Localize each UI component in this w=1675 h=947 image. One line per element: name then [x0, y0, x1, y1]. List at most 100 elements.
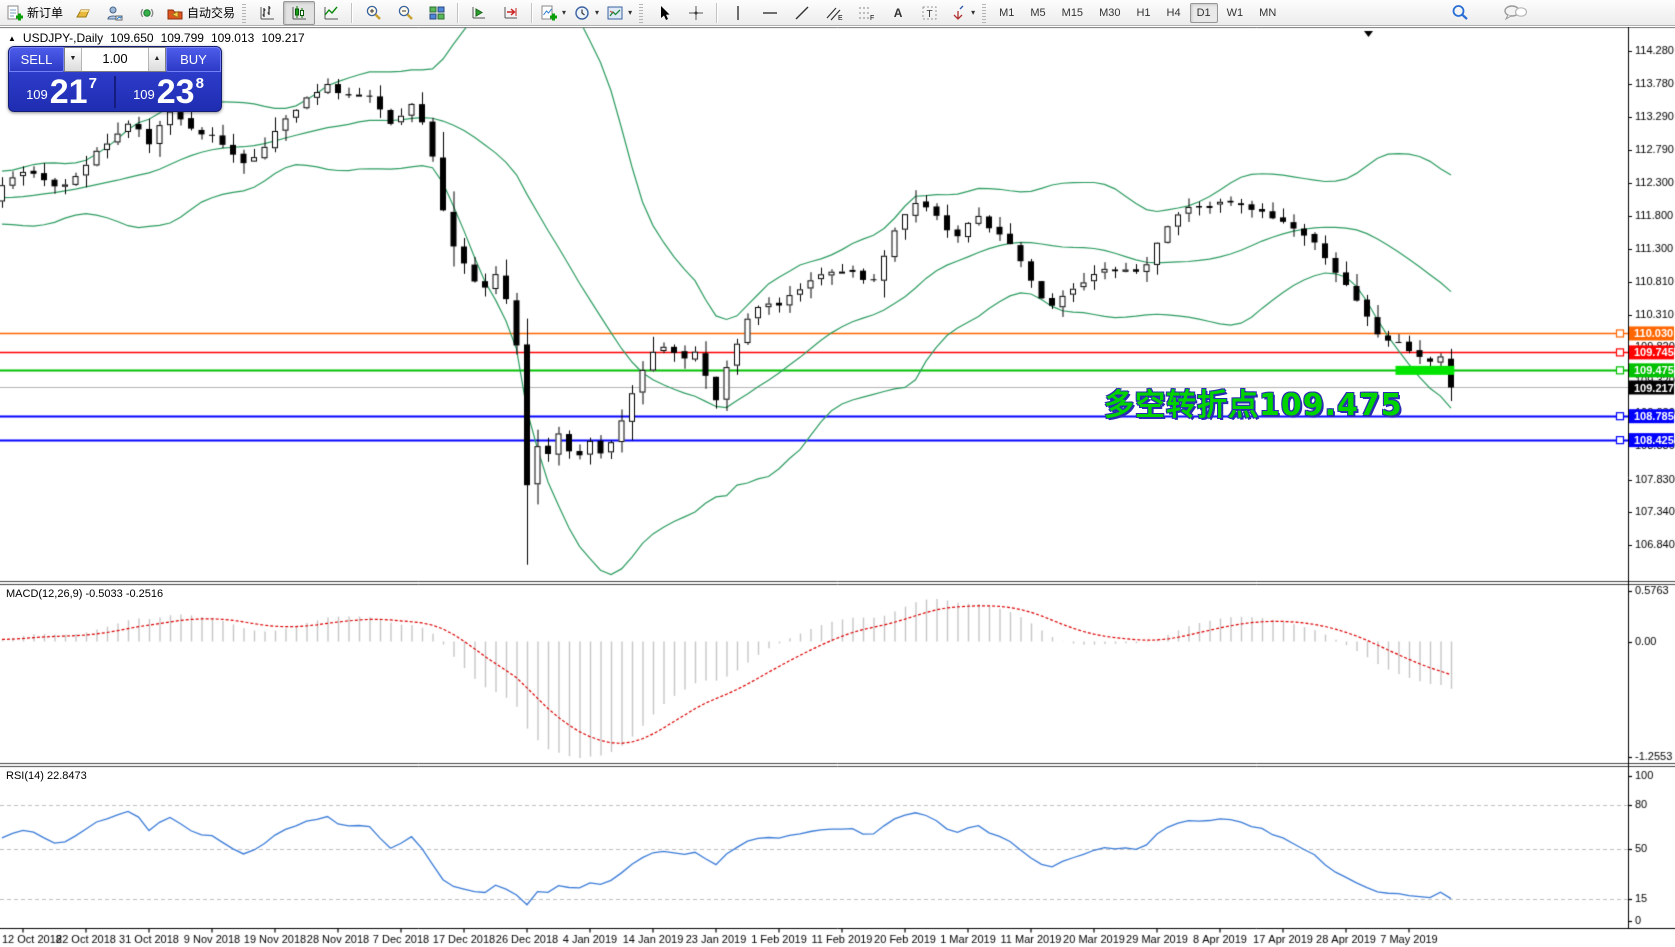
horizontal-line-tool-button[interactable] [754, 1, 786, 25]
sell-price-pip: 7 [88, 75, 97, 92]
text-tool-button[interactable]: A [882, 1, 914, 25]
toolbar-separator [457, 2, 460, 23]
timeframe-button-H4[interactable]: H4 [1166, 6, 1181, 19]
chat-button[interactable] [1502, 2, 1528, 24]
auto-scroll-icon [472, 7, 485, 19]
price-divider [114, 76, 116, 108]
new-order-label: 新订单 [27, 6, 64, 20]
toolbar-separator [716, 2, 719, 23]
line-chart-button[interactable] [315, 1, 347, 25]
chart-text-annotation[interactable]: 多空转折点109.475 [1104, 388, 1403, 423]
tile-windows-button[interactable] [421, 1, 453, 25]
svg-text:F: F [870, 15, 874, 21]
sound-alert-button[interactable] [131, 1, 163, 25]
timeframe-button-M1[interactable]: M1 [999, 6, 1015, 19]
auto-trading-label: 自动交易 [187, 6, 236, 20]
timeframe-button-M15[interactable]: M15 [1061, 6, 1084, 19]
crosshair-icon [689, 5, 704, 20]
equidistant-channel-tool-button[interactable]: E [818, 1, 850, 25]
cursor-tool-button[interactable] [648, 1, 680, 25]
trendline-icon [795, 6, 809, 19]
new-order-button[interactable]: 新订单 [3, 1, 67, 25]
candlestick-icon [292, 6, 306, 20]
market-watch-button[interactable] [67, 1, 99, 25]
auto-trading-icon [167, 9, 183, 19]
buy-button[interactable]: BUY [166, 47, 221, 72]
svg-text:T: T [927, 9, 933, 20]
timeframe-button-W1[interactable]: W1 [1226, 6, 1244, 19]
dropdown-caret-icon[interactable]: ▾ [971, 8, 976, 17]
ohlc-high-value: 109.799 [160, 31, 204, 45]
template-icon [607, 6, 623, 19]
timeframe-button-M30[interactable]: M30 [1099, 6, 1121, 19]
line-chart-icon [323, 6, 338, 20]
zoom-in-button[interactable] [357, 1, 389, 25]
timeframe-button-MN[interactable]: MN [1259, 6, 1277, 19]
toolbar-grip[interactable] [639, 2, 644, 23]
svg-text:E: E [838, 15, 843, 21]
zoom-out-button[interactable] [389, 1, 421, 25]
toolbar-separator [351, 2, 354, 23]
toolbar-grip[interactable] [982, 2, 987, 23]
buy-price-prefix: 109 [133, 87, 155, 102]
search-button[interactable] [1450, 2, 1470, 24]
trendline-tool-button[interactable] [786, 1, 818, 25]
auto-scroll-button[interactable] [463, 1, 495, 25]
crosshair-tool-button[interactable] [680, 1, 712, 25]
one-click-trading-panel: SELL ▼ 1.00 ▲ BUY 109 21 7 109 23 8 [8, 46, 222, 112]
buy-price-big: 23 [156, 73, 195, 111]
candlestick-chart-button[interactable] [283, 0, 316, 25]
toolbar-grip[interactable] [242, 2, 247, 23]
clock-icon [575, 5, 589, 20]
sell-button[interactable]: SELL [9, 47, 64, 72]
sell-price-display[interactable]: 109 21 7 [9, 75, 114, 110]
dropdown-caret-icon[interactable]: ▾ [595, 8, 600, 17]
main-toolbar: 新订单 自动交易 [0, 0, 1675, 26]
timeframe-button-D1[interactable]: D1 [1189, 2, 1218, 23]
add-indicator-icon [541, 5, 558, 20]
timeframe-button-M5[interactable]: M5 [1030, 6, 1046, 19]
volume-stepper: ▼ 1.00 ▲ [64, 47, 166, 72]
rsi-indicator-label: RSI(14) 22.8473 [6, 770, 87, 782]
data-window-button[interactable] [99, 1, 131, 25]
volume-input[interactable]: 1.00 [102, 51, 128, 66]
arrows-icon [953, 5, 964, 20]
text-label-tool-button[interactable]: T [914, 1, 946, 25]
volume-decrease-button[interactable]: ▼ [65, 48, 82, 71]
sell-price-big: 21 [49, 73, 88, 111]
search-icon [1452, 5, 1468, 20]
price-chart-canvas[interactable] [0, 27, 1675, 947]
ohlc-bars-icon [260, 6, 274, 20]
bar-chart-button[interactable] [251, 1, 283, 25]
sell-price-prefix: 109 [26, 87, 48, 102]
dropdown-caret-icon[interactable]: ▾ [562, 8, 567, 17]
macd-indicator-label: MACD(12,26,9) -0.5033 -0.2516 [6, 588, 164, 600]
auto-trading-button[interactable]: 自动交易 [163, 1, 239, 25]
periods-button[interactable]: ▾ [570, 1, 603, 25]
arrows-tool-button[interactable]: ▾ [946, 1, 979, 25]
ohlc-open-value: 109.650 [110, 31, 154, 45]
cursor-icon [660, 5, 670, 20]
vertical-line-tool-button[interactable] [722, 1, 754, 25]
fibonacci-tool-button[interactable]: F [850, 1, 882, 25]
zoom-out-icon [398, 5, 413, 20]
chat-bubbles-icon [1504, 5, 1528, 21]
ohlc-close-value: 109.217 [261, 31, 305, 45]
buy-price-pip: 8 [195, 75, 204, 92]
signal-icon [140, 8, 154, 17]
gold-bar-icon [76, 9, 90, 17]
user-chart-icon [107, 6, 123, 20]
volume-increase-button[interactable]: ▲ [148, 48, 165, 71]
timeframe-button-H1[interactable]: H1 [1136, 6, 1151, 19]
text-tool-icon: A [893, 5, 903, 20]
collapse-panel-icon[interactable]: ▲ [8, 33, 16, 43]
new-order-icon [7, 5, 23, 20]
dropdown-caret-icon[interactable]: ▾ [628, 8, 633, 17]
templates-button[interactable]: ▾ [603, 1, 636, 25]
chart-title: ▲ USDJPY-,Daily 109.650 109.799 109.013 … [8, 31, 305, 45]
chart-shift-button[interactable] [495, 1, 527, 25]
horizontal-line-icon [763, 11, 778, 14]
indicators-button[interactable]: ▾ [537, 1, 570, 25]
buy-price-display[interactable]: 109 23 8 [116, 75, 221, 110]
fibonacci-icon: F [858, 7, 874, 21]
